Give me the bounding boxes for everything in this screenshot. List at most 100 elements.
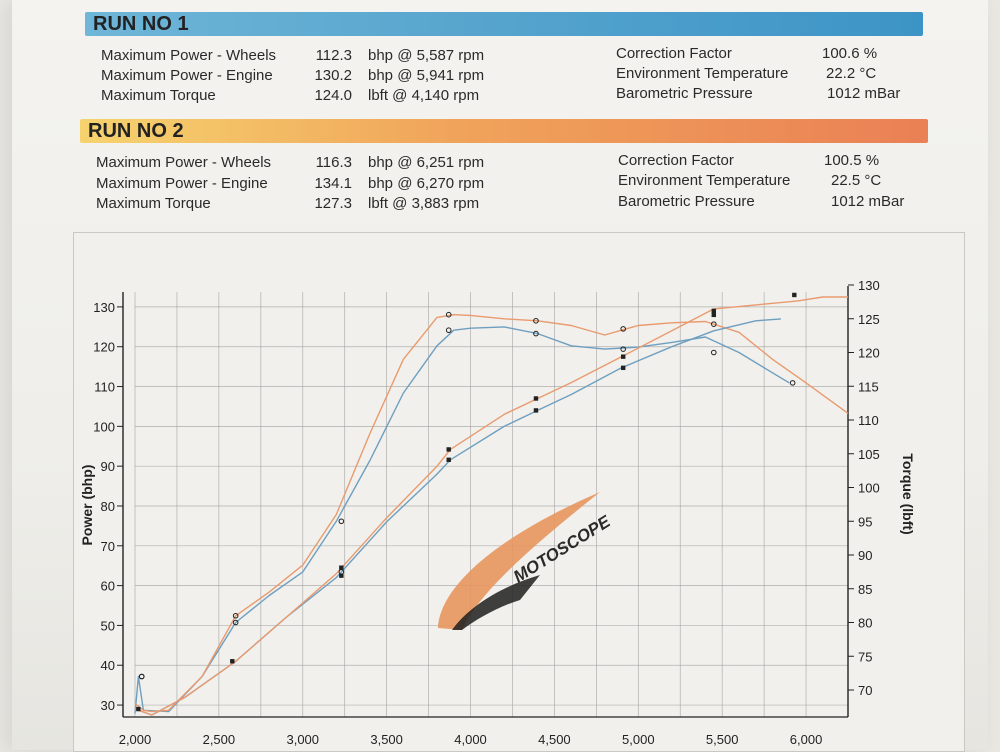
torque-marker <box>445 327 452 334</box>
metric-label: Maximum Power - Wheels <box>101 47 277 64</box>
chart-markers <box>136 292 797 712</box>
power-tick-label: 130 <box>93 300 115 315</box>
metric-unit: lbft @ 3,883 rpm <box>368 195 480 212</box>
torque-marker <box>232 612 239 619</box>
metric-unit: lbft @ 4,140 rpm <box>368 87 480 104</box>
torque-marker <box>620 326 626 332</box>
power-tick-label: 30 <box>101 698 115 713</box>
chart-labels: 30 40 50 60 70 80 90 100 110 120 130 70 75 80 85 90 95 10… <box>79 278 916 747</box>
torque-tick-label: 125 <box>858 312 880 327</box>
run2-title-bar: RUN NO 2 <box>80 119 928 143</box>
metric-unit: bhp @ 6,251 rpm <box>368 154 485 171</box>
torque-marker <box>710 349 717 356</box>
torque-tick-label: 70 <box>858 683 872 698</box>
power-tick-label: 90 <box>101 459 115 474</box>
rpm-tick-label: 5,500 <box>706 732 739 747</box>
torque-marker <box>138 673 145 680</box>
torque-tick-label: 115 <box>858 379 879 394</box>
torque-marker <box>232 619 239 626</box>
condition-label: Environment Temperature <box>616 65 789 82</box>
chart-axes <box>117 284 854 718</box>
torque-marker <box>710 321 717 327</box>
torque-tick-label: 90 <box>858 548 872 563</box>
chart-grid <box>134 292 849 717</box>
power-marker <box>620 354 626 359</box>
power-marker <box>620 365 626 371</box>
torque-tick-label: 105 <box>858 447 880 462</box>
torque-marker <box>620 346 626 352</box>
power-marker <box>711 308 716 314</box>
condition-label: Barometric Pressure <box>618 193 755 210</box>
power-tick-label: 60 <box>101 579 115 594</box>
metric-value: 124.0 <box>314 87 352 104</box>
torque-marker <box>445 311 452 318</box>
torque-tick-label: 85 <box>858 582 872 597</box>
rpm-tick-label: 4,500 <box>538 732 571 747</box>
metric-value: 130.2 <box>314 67 352 84</box>
metric-unit: bhp @ 5,941 rpm <box>368 67 485 84</box>
power-marker <box>339 573 344 578</box>
run1-title: RUN NO 1 <box>93 13 189 35</box>
rpm-tick-label: 5,000 <box>622 732 655 747</box>
metric-label: Maximum Power - Wheels <box>96 154 272 171</box>
torque-tick-label: 110 <box>858 413 879 428</box>
condition-label: Correction Factor <box>618 152 734 169</box>
metric-value: 116.3 <box>315 154 352 171</box>
condition-value: 1012 mBar <box>831 193 905 210</box>
rpm-tick-label: 3,000 <box>286 732 319 747</box>
metric-label: Maximum Torque <box>101 87 216 104</box>
power-marker <box>446 457 451 462</box>
metric-label: Maximum Power - Engine <box>96 175 268 192</box>
metric-unit: bhp @ 5,587 rpm <box>368 47 485 64</box>
condition-value: 1012 mBar <box>827 85 901 102</box>
logo-checker <box>452 575 540 630</box>
rpm-tick-label: 3,500 <box>370 732 403 747</box>
metric-unit: bhp @ 6,270 rpm <box>368 175 485 192</box>
logo-swoosh <box>438 492 600 630</box>
power-marker <box>792 292 797 298</box>
torque-tick-label: 95 <box>858 514 872 529</box>
power-tick-label: 40 <box>101 658 115 673</box>
power-marker <box>533 408 539 413</box>
power-tick-label: 120 <box>93 340 115 355</box>
torque-tick-label: 120 <box>858 346 880 361</box>
power-line-run1 <box>134 318 781 716</box>
condition-label: Environment Temperature <box>618 172 791 189</box>
run2-title: RUN NO 2 <box>88 120 184 142</box>
power-tick-label: 70 <box>101 539 115 554</box>
power-marker <box>533 396 539 401</box>
torque-tick-label: 100 <box>858 481 880 496</box>
torque-line-run1 <box>134 326 790 714</box>
metric-value: 134.1 <box>314 175 352 192</box>
torque-marker <box>533 330 539 337</box>
power-tick-label: 100 <box>93 419 115 434</box>
torque-marker <box>789 380 796 386</box>
condition-label: Correction Factor <box>616 45 732 62</box>
rpm-tick-label: 2,500 <box>203 732 236 747</box>
condition-label: Barometric Pressure <box>616 85 753 102</box>
power-tick-label: 50 <box>101 618 115 633</box>
motoscope-logo: MOTOSCOPE <box>438 492 614 630</box>
condition-value: 100.6 % <box>822 45 878 62</box>
power-marker <box>339 565 344 570</box>
metric-label: Maximum Torque <box>96 195 211 212</box>
rpm-tick-label: 6,000 <box>790 732 823 747</box>
rpm-tick-label: 2,000 <box>119 732 152 747</box>
power-marker <box>136 706 141 712</box>
power-axis-title: Power (bhp) <box>79 465 95 546</box>
power-marker <box>446 447 451 452</box>
run1-title-bar: RUN NO 1 <box>85 12 923 36</box>
condition-value: 100.5 % <box>824 152 880 169</box>
power-tick-label: 110 <box>94 380 115 395</box>
torque-tick-label: 75 <box>858 649 872 664</box>
metric-value: 127.3 <box>314 195 352 212</box>
metric-label: Maximum Power - Engine <box>101 67 273 84</box>
rpm-tick-label: 4,000 <box>454 732 487 747</box>
metric-value: 112.3 <box>315 47 352 64</box>
condition-value: 22.2 °C <box>826 65 877 82</box>
torque-tick-label: 80 <box>858 616 872 631</box>
condition-value: 22.5 °C <box>831 172 882 189</box>
torque-tick-label: 130 <box>858 278 880 293</box>
power-line-run2 <box>134 296 848 716</box>
